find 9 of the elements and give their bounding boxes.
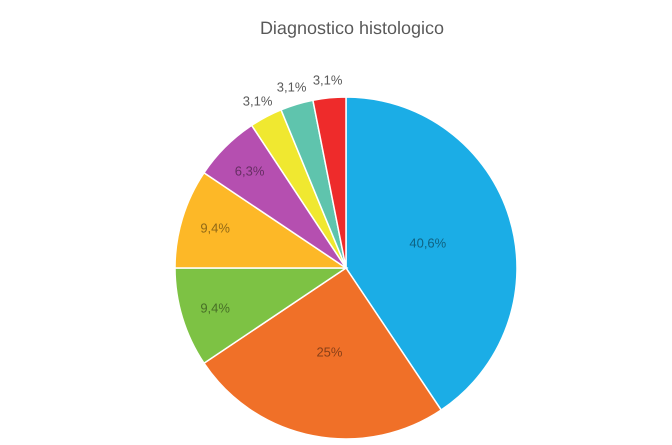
data-label: 9,4% [200,300,230,316]
data-label: 40,6% [409,236,447,251]
data-label: 3,1% [276,80,307,95]
data-label: 3,1% [312,72,343,88]
data-label: 25% [316,344,343,360]
chart-title: Diagnostico histologico [260,18,444,38]
data-label: 9,4% [200,220,230,236]
data-label: 3,1% [242,93,273,108]
data-label: 6,3% [234,163,265,178]
